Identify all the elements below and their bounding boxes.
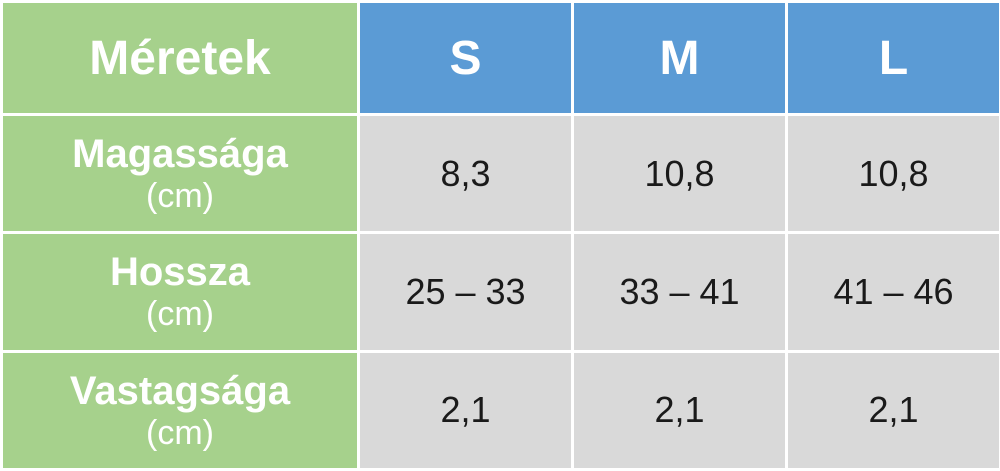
cell-height-s: 8,3 xyxy=(360,116,571,232)
header-size-s: S xyxy=(360,3,571,113)
cell-thickness-l: 2,1 xyxy=(788,352,999,468)
cell-length-l: 41 – 46 xyxy=(788,234,999,350)
header-label-cell: Méretek xyxy=(3,3,357,113)
row-label-length: Hossza (cm) xyxy=(3,234,357,350)
header-size-m: M xyxy=(574,3,785,113)
row-label-name: Vastagsága xyxy=(69,368,291,413)
cell-height-m: 10,8 xyxy=(574,116,785,232)
table-row-height: Magassága (cm) 8,3 10,8 10,8 xyxy=(3,116,999,232)
row-label-name: Magassága xyxy=(72,132,288,177)
cell-thickness-m: 2,1 xyxy=(574,352,785,468)
cell-length-s: 25 – 33 xyxy=(360,234,571,350)
header-row: Méretek S M L xyxy=(3,3,999,113)
row-label-unit: (cm) xyxy=(146,295,214,334)
header-size-l: L xyxy=(788,3,999,113)
cell-height-l: 10,8 xyxy=(788,116,999,232)
row-label-thickness: Vastagsága (cm) xyxy=(3,352,357,468)
table-row-thickness: Vastagsága (cm) 2,1 2,1 2,1 xyxy=(3,352,999,468)
row-label-name: Hossza xyxy=(109,250,251,295)
table-row-length: Hossza (cm) 25 – 33 33 – 41 41 – 46 xyxy=(3,234,999,350)
row-label-height: Magassága (cm) xyxy=(3,116,357,232)
cell-length-m: 33 – 41 xyxy=(574,234,785,350)
row-label-unit: (cm) xyxy=(146,413,214,452)
row-label-unit: (cm) xyxy=(146,177,214,216)
cell-thickness-s: 2,1 xyxy=(360,352,571,468)
